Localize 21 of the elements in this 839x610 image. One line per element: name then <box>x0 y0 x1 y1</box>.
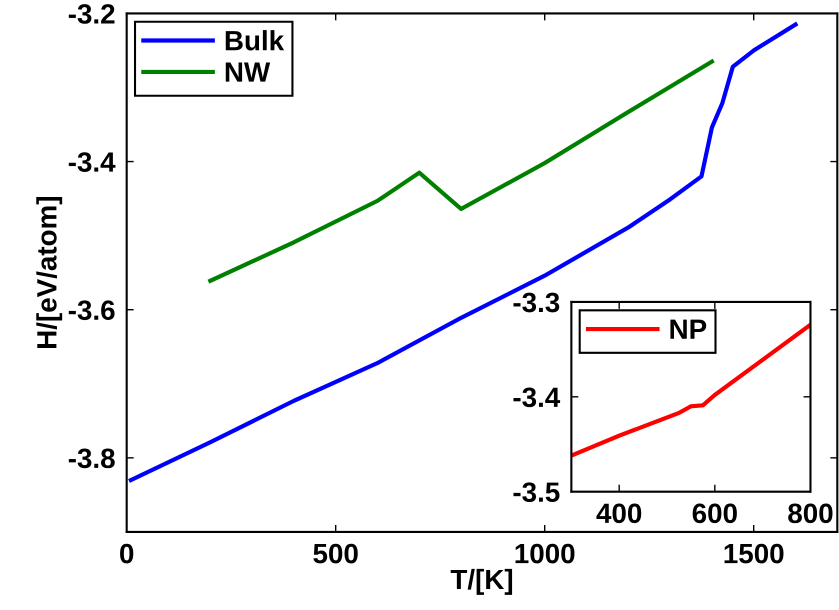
legend-label: Bulk <box>226 30 284 50</box>
y-tick-label: -3.2 <box>68 4 114 24</box>
legend-label: NW <box>226 62 270 82</box>
line-series <box>128 22 798 482</box>
x-tick-label: 800 <box>788 504 833 524</box>
y-axis-title: H/[eV/atom] <box>36 197 62 348</box>
legend-label: NP <box>670 320 706 339</box>
y-tick-label: -3.5 <box>513 482 560 502</box>
y-tick-label: -3.4 <box>68 152 116 172</box>
y-tick-label: -3.4 <box>513 387 560 408</box>
x-tick-label: 1000 <box>516 544 574 564</box>
line-series <box>208 59 714 283</box>
x-tick-label: 0 <box>120 544 134 564</box>
x-tick-label: 500 <box>313 544 358 564</box>
x-tick-label: 600 <box>692 504 737 524</box>
x-tick-label: 400 <box>596 504 642 524</box>
y-tick-label: -3.6 <box>68 300 115 320</box>
y-tick-label: -3.3 <box>513 292 560 312</box>
x-tick-label: 1500 <box>724 544 784 564</box>
y-tick-label: -3.8 <box>68 448 115 468</box>
x-axis-title: T/[K] <box>450 568 512 595</box>
